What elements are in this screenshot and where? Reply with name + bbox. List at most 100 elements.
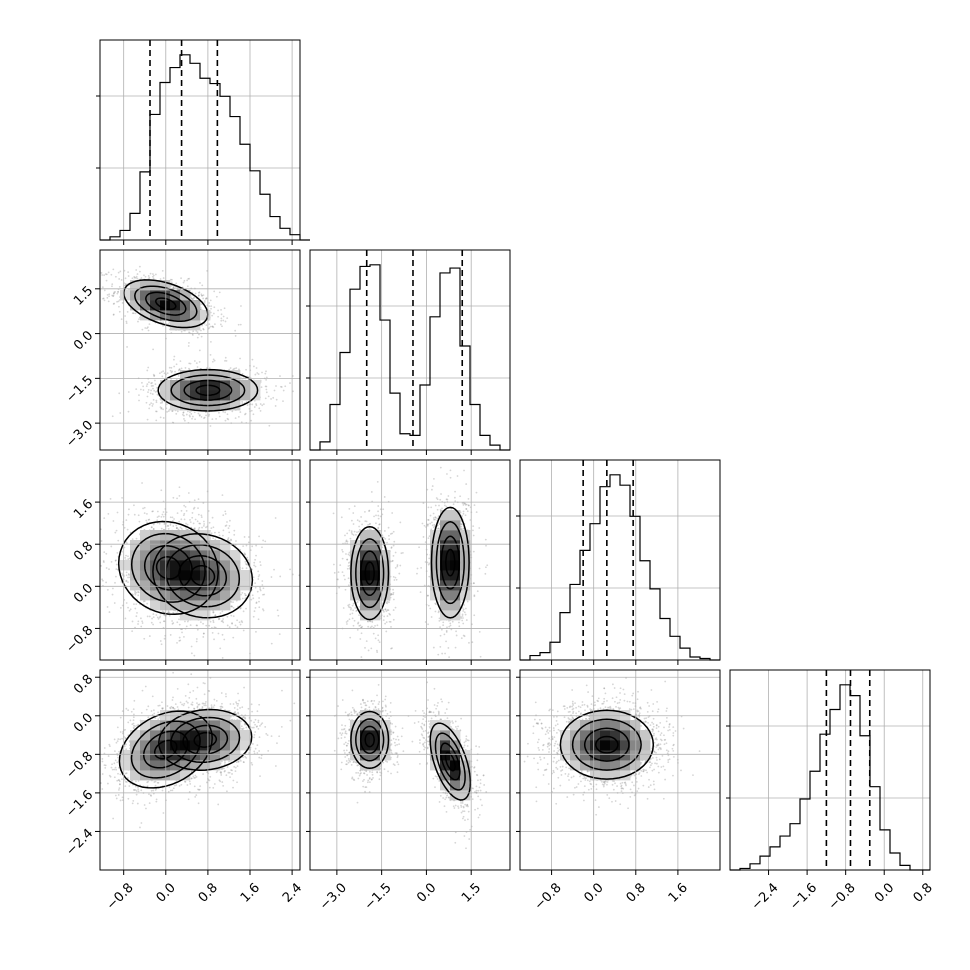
scatter-point [368, 620, 371, 623]
density-cell [130, 560, 141, 571]
scatter-point [240, 305, 242, 307]
scatter-point [196, 336, 199, 339]
scatter-point [253, 610, 256, 613]
density-cell [210, 540, 221, 551]
scatter-point [124, 556, 127, 559]
scatter-point [141, 620, 144, 623]
scatter-point [208, 323, 211, 326]
scatter-point [115, 559, 117, 562]
scatter-point [138, 394, 140, 396]
scatter-point [171, 519, 174, 522]
scatter-point [189, 519, 191, 521]
scatter-point [108, 568, 110, 571]
scatter-point [148, 403, 151, 406]
scatter-point [230, 605, 233, 608]
scatter-point [150, 526, 153, 529]
density-cell [220, 570, 231, 581]
scatter-point [189, 411, 191, 414]
scatter-point [127, 275, 130, 277]
scatter-point [193, 506, 196, 509]
scatter-point [171, 370, 174, 373]
scatter-point [228, 531, 231, 534]
scatter-point [162, 620, 165, 623]
scatter-point [264, 385, 267, 388]
scatter-point [127, 581, 129, 584]
density-cell [180, 590, 191, 601]
scatter-point [267, 395, 270, 398]
scatter-point [227, 537, 230, 539]
scatter-point [224, 320, 227, 323]
scatter-point [237, 323, 240, 326]
scatter-point [385, 601, 388, 604]
scatter-point [140, 388, 142, 391]
scatter-point [255, 554, 257, 557]
scatter-point [183, 518, 186, 521]
scatter-point [146, 383, 149, 386]
scatter-point [156, 510, 159, 513]
scatter-point [202, 502, 205, 504]
scatter-point [360, 632, 363, 635]
scatter-point [222, 315, 225, 318]
scatter-point [89, 534, 91, 536]
scatter-point [95, 603, 97, 605]
scatter-point [356, 519, 359, 522]
scatter-point [161, 513, 164, 516]
scatter-point [212, 611, 215, 614]
scatter-point [146, 615, 149, 618]
scatter-point [245, 544, 248, 547]
scatter-point [125, 571, 128, 574]
scatter-point [121, 302, 124, 304]
scatter-point [152, 403, 154, 405]
scatter-point [349, 537, 352, 540]
scatter-point [199, 621, 202, 624]
density-cell [220, 370, 231, 381]
scatter-point [178, 486, 181, 489]
scatter-point [159, 416, 162, 419]
scatter-point [156, 616, 159, 619]
density-cell [150, 570, 161, 581]
scatter-point [126, 346, 128, 348]
scatter-point [251, 358, 254, 361]
scatter-point [275, 385, 277, 387]
scatter-point [155, 410, 158, 413]
scatter-point [111, 285, 113, 288]
scatter-point [198, 414, 201, 417]
scatter-point [118, 392, 121, 395]
scatter-point [183, 414, 185, 417]
scatter-point [187, 277, 190, 280]
density-cell [180, 550, 191, 561]
scatter-point [148, 518, 151, 521]
scatter-point [241, 597, 244, 600]
scatter-point [278, 633, 281, 636]
density-cell [190, 550, 201, 561]
scatter-point [273, 389, 276, 392]
scatter-point [214, 531, 216, 534]
scatter-point [202, 525, 205, 527]
scatter-point [151, 273, 154, 275]
density-cell [180, 290, 191, 301]
scatter-point [148, 276, 151, 279]
scatter-point [241, 567, 244, 570]
scatter-point [390, 647, 392, 650]
panel-frame [99, 459, 301, 661]
scatter-point [236, 626, 239, 629]
scatter-point [117, 539, 120, 542]
scatter-point [162, 370, 165, 373]
scatter-point [119, 412, 122, 414]
scatter-point [263, 593, 266, 596]
scatter-point [180, 277, 182, 280]
scatter-point [392, 591, 395, 594]
scatter-point [197, 294, 200, 297]
scatter-point [134, 593, 137, 596]
scatter-point [155, 419, 158, 422]
scatter-point [208, 413, 211, 416]
scatter-point [246, 556, 249, 559]
scatter-point [244, 560, 247, 563]
scatter-point [169, 369, 172, 372]
scatter-point [377, 526, 380, 529]
scatter-point [111, 283, 114, 286]
scatter-point [127, 410, 130, 413]
density-cell [140, 570, 151, 581]
scatter-point [127, 558, 130, 560]
scatter-point [262, 587, 265, 590]
